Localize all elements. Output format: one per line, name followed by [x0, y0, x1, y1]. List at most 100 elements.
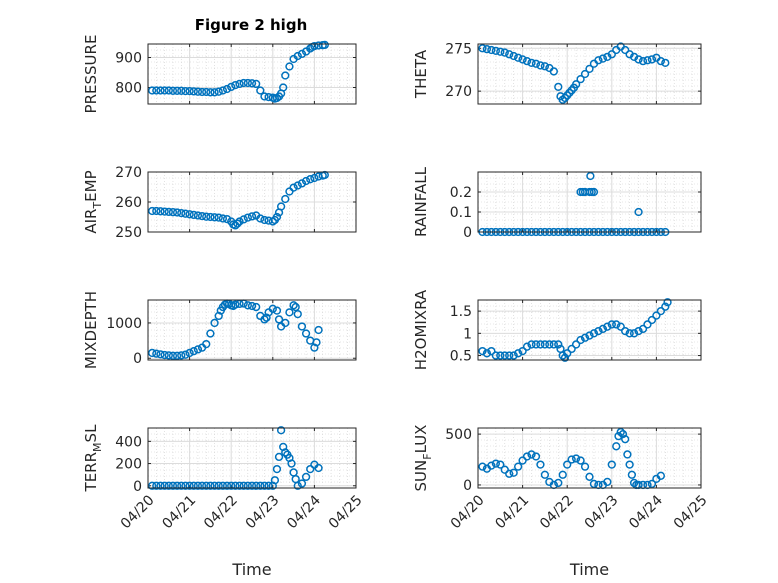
data-point: [509, 468, 518, 477]
data-point: [233, 219, 242, 228]
data-point: [647, 315, 657, 325]
data-point: [496, 460, 505, 469]
series-1: [478, 427, 666, 490]
y-tick-label: 0.1: [450, 205, 472, 221]
data-point: [487, 346, 496, 356]
data-point: [607, 320, 616, 329]
data-point: [540, 62, 550, 71]
data-point: [509, 51, 518, 61]
data-point: [482, 349, 492, 358]
data-point: [563, 349, 572, 358]
data-point: [164, 351, 173, 360]
axes-frame: [477, 43, 702, 105]
data-point: [482, 44, 492, 54]
y-tick-label: 270: [445, 84, 472, 100]
data-point: [505, 469, 514, 478]
data-point: [576, 74, 585, 84]
y-tick-label: 0.2: [450, 185, 472, 201]
data-point: [580, 69, 590, 79]
data-point: [509, 351, 518, 360]
data-point: [558, 95, 567, 104]
data-point: [612, 320, 621, 329]
y-tick-label: 0: [133, 351, 142, 367]
data-point: [603, 322, 612, 331]
y-axis-label: MIXDEPTH: [82, 291, 100, 369]
data-point: [222, 214, 232, 224]
data-point: [193, 87, 203, 96]
data-point: [297, 49, 307, 59]
data-point: [156, 350, 165, 359]
data-point: [206, 481, 215, 490]
data-point: [527, 450, 536, 459]
y-axis-label: TERRMSL: [82, 424, 104, 493]
data-point: [274, 315, 284, 324]
data-point: [177, 481, 186, 490]
data-point: [589, 329, 599, 338]
data-point: [222, 84, 232, 94]
data-point: [598, 54, 608, 63]
axes-frame: [477, 171, 702, 233]
data-point: [272, 464, 282, 474]
data-point: [231, 481, 240, 490]
series-1: [478, 298, 672, 362]
data-point: [643, 320, 652, 329]
data-point: [554, 82, 563, 92]
data-point: [647, 55, 657, 64]
data-point: [301, 329, 311, 338]
data-point: [500, 48, 509, 57]
data-point: [652, 311, 661, 320]
data-point: [193, 481, 203, 490]
data-point: [522, 452, 532, 461]
y-tick-label: 275: [445, 41, 472, 57]
data-point: [210, 213, 219, 222]
data-point: [260, 215, 269, 225]
data-point: [148, 206, 157, 216]
data-point: [554, 478, 563, 488]
data-point: [268, 304, 277, 313]
data-point: [478, 462, 487, 471]
data-point: [260, 315, 269, 324]
plot-area: [148, 428, 356, 488]
data-point: [177, 208, 186, 218]
data-point: [518, 456, 527, 465]
data-point: [558, 470, 567, 479]
y-tick-label: 500: [445, 427, 472, 443]
axes-frame: [477, 299, 702, 361]
data-point: [571, 340, 581, 349]
data-point: [576, 456, 585, 465]
data-point: [252, 302, 261, 312]
x-axis-label: Time: [569, 560, 609, 579]
data-point: [160, 207, 169, 216]
subplot-2: 270 275 THETA: [412, 41, 702, 105]
data-point: [638, 56, 648, 66]
data-point: [496, 351, 505, 360]
data-point: [252, 79, 261, 89]
data-point: [160, 86, 169, 95]
data-point: [239, 78, 248, 88]
y-axis-label: THETA: [412, 49, 430, 99]
data-point: [589, 187, 599, 197]
data-point: [231, 80, 240, 90]
data-point: [314, 463, 323, 473]
data-point: [500, 351, 509, 360]
data-point: [272, 306, 282, 315]
data-point: [222, 481, 232, 490]
data-point: [536, 340, 545, 349]
data-point: [621, 326, 630, 336]
data-point: [185, 481, 194, 490]
data-point: [656, 306, 666, 316]
y-tick-label: 0: [463, 225, 472, 241]
data-point: [614, 431, 623, 441]
y-axis-label: H2OMIXRA: [412, 289, 430, 370]
data-point: [513, 349, 523, 358]
data-point: [235, 79, 244, 89]
data-point: [289, 183, 298, 192]
data-point: [156, 86, 165, 95]
data-point: [202, 87, 211, 97]
data-point: [558, 351, 567, 360]
y-tick-label: 1: [463, 326, 472, 342]
data-point: [540, 340, 550, 349]
data-point: [297, 479, 307, 488]
series-1: [148, 299, 323, 360]
data-point: [281, 194, 290, 204]
